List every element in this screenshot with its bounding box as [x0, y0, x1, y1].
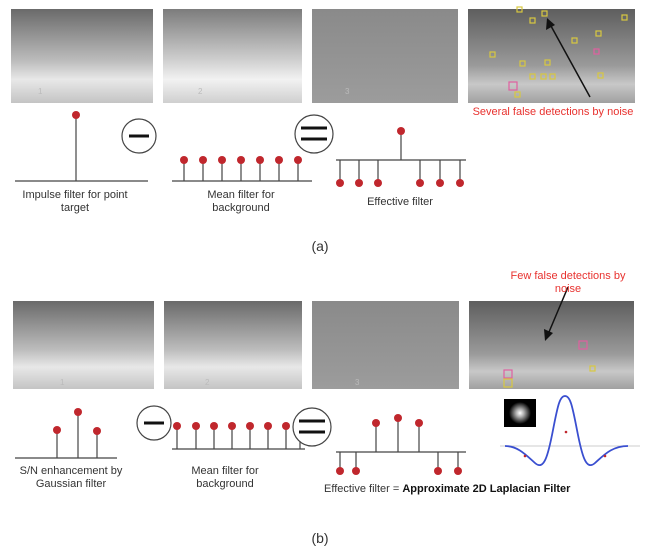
eff-a-tip [374, 179, 382, 187]
image-panel-b1 [13, 301, 154, 389]
panel-mark-a3: 3 [345, 87, 350, 96]
panel-mark-b1: 1 [60, 378, 65, 387]
mean-filter-plot-a [172, 156, 312, 182]
panel-mark-b2: 2 [205, 378, 210, 387]
laplacian-filter-label: Approximate 2D Laplacian Filter [402, 483, 571, 495]
mean-a-tip [237, 156, 245, 164]
mean-filter-label-b: Mean filter for background [191, 465, 259, 490]
panel-mark-a2: 2 [198, 87, 203, 96]
eff-b-tip [352, 467, 360, 475]
effective-filter-label-b: Effective filter = Approximate 2D Laplac… [324, 483, 644, 496]
eff-b-tip [434, 467, 442, 475]
eff-a-tip [436, 179, 444, 187]
mean-a-tip [199, 156, 207, 164]
image-panel-a2 [163, 9, 302, 103]
false-detection-note-b: Few false detections by noise [510, 270, 626, 295]
eff-a-tip [416, 179, 424, 187]
mean-b-tip [228, 422, 236, 430]
minus-operator-a [121, 118, 157, 154]
effective-filter-prefix: Effective filter = [324, 483, 403, 495]
effective-filter-label-a: Effective filter [367, 196, 433, 208]
gaussian-filter-plot [15, 408, 117, 459]
eff-b-tip [454, 467, 462, 475]
mean-a-tip [294, 156, 302, 164]
impulse-filter-plot [15, 111, 148, 182]
effective-filter-plot-b [336, 414, 466, 475]
mean-a-tip [256, 156, 264, 164]
effective-filter-plot-a [336, 127, 466, 187]
image-panel-a1 [11, 9, 153, 103]
image-panel-b3 [312, 301, 459, 389]
image-panel-b2 [164, 301, 302, 389]
eff-b-tip [336, 467, 344, 475]
detection-boxes-b [503, 340, 596, 388]
caption-a: (a) [311, 238, 329, 254]
mean-b-tip [210, 422, 218, 430]
mean-b-tip [246, 422, 254, 430]
equals-operator-b [292, 407, 332, 447]
image-panel-b4 [469, 301, 634, 389]
mean-b-tip [282, 422, 290, 430]
mean-a-tip [218, 156, 226, 164]
eff-a-tip [355, 179, 363, 187]
detection-boxes-a [489, 6, 628, 98]
image-panel-a3 [312, 9, 458, 103]
laplacian-curve [500, 395, 640, 466]
impulse-filter-label: Impulse filter for point target [22, 189, 128, 214]
mean-a-tip [275, 156, 283, 164]
mean-a-tip [180, 156, 188, 164]
caption-b: (b) [311, 530, 329, 546]
mean-b-tip [264, 422, 272, 430]
mean-b-tip [173, 422, 181, 430]
arrow-b [544, 286, 569, 341]
mean-filter-label-a: Mean filter for background [207, 189, 275, 214]
mean-b-tip [192, 422, 200, 430]
false-detection-note-a: Several false detections by noise [472, 106, 634, 118]
mean-filter-plot-b [172, 422, 305, 450]
panel-mark-b3: 3 [355, 378, 360, 387]
minus-operator-b [136, 405, 172, 441]
gaussian-filter-label: S/N enhancement by Gaussian filter [19, 465, 123, 490]
arrow-a [546, 18, 591, 98]
panel-mark-a1: 1 [38, 87, 43, 96]
equals-operator-a [294, 114, 334, 154]
eff-a-tip [456, 179, 464, 187]
eff-a-tip [336, 179, 344, 187]
